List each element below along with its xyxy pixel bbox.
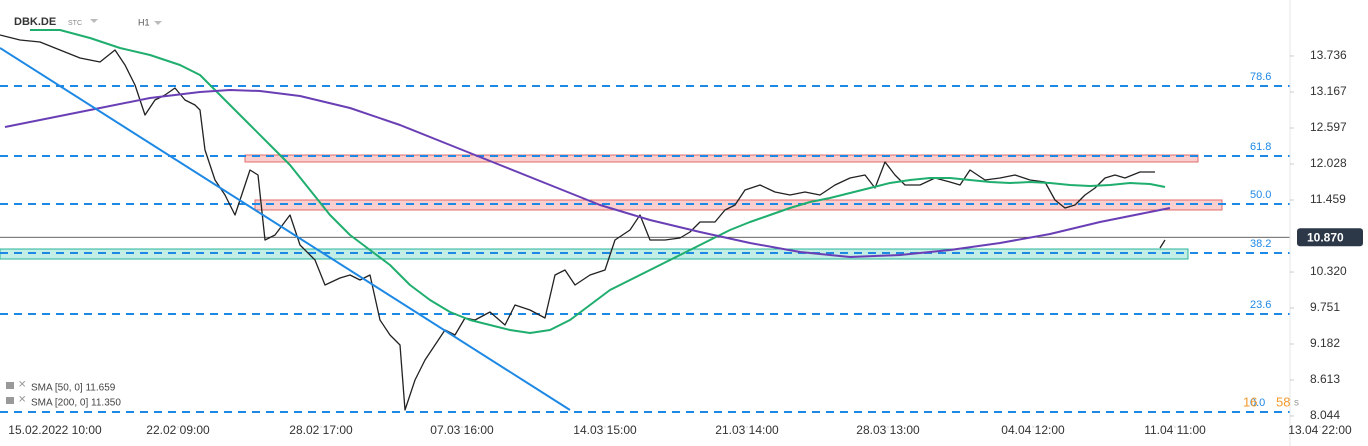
current-price-box [1297, 228, 1363, 247]
legend-entry: SMA [200, 0] 11.350 [31, 398, 121, 409]
timer-minutes: 16 [1243, 394, 1257, 409]
zone [254, 199, 1223, 211]
zone [0, 248, 1189, 260]
plot-area: 78.6 61.8 50.0 38.2 23.6 0.0 [0, 29, 1290, 413]
y-tick-label: 13.736 [1310, 48, 1347, 62]
fib-label: 0.0 [1250, 397, 1265, 409]
dropdown-caret[interactable] [90, 19, 98, 23]
y-tick-label: 8.613 [1310, 372, 1340, 386]
x-tick-label: 07.03 16:00 [430, 423, 494, 437]
timer: 16 58 s [1243, 394, 1299, 409]
fib-label: 50.0 [1250, 189, 1271, 201]
y-tick-label: 8.044 [1310, 408, 1340, 422]
legend-close[interactable]: ✕ [18, 395, 26, 406]
x-tick-label: 28.03 13:00 [856, 423, 920, 437]
dropdown-caret[interactable] [154, 21, 162, 25]
y-tick-label: 13.167 [1310, 84, 1347, 98]
x-tick-label: 11.04 11:00 [1144, 423, 1206, 437]
fib-label: 78.6 [1250, 71, 1271, 83]
legend-close[interactable]: ✕ [18, 380, 26, 391]
x-tick-label: 13.04 22:00 [1288, 423, 1352, 437]
sma-line [4, 89, 1171, 258]
y-tick-label: 12.028 [1310, 156, 1347, 170]
x-tick-label: 14.03 15:00 [573, 423, 637, 437]
x-tick-label: 15.02.2022 10:00 [8, 423, 102, 437]
current-price-label: 10.870 [1307, 230, 1344, 244]
y-tick-label: 12.597 [1310, 120, 1347, 134]
trend-line [0, 47, 571, 411]
legend-entry: SMA [50, 0] 11.659 [31, 383, 116, 394]
timer-seconds: 58 [1276, 394, 1290, 409]
legend: ✕ SMA [50, 0] 11.659 ✕ SMA [200, 0] 11.3… [6, 380, 121, 409]
legend-icon[interactable] [6, 382, 14, 389]
legend-icon[interactable] [6, 397, 14, 404]
y-tick-label: 10.320 [1310, 264, 1347, 278]
fib-label: 61.8 [1250, 141, 1271, 153]
fib-label: 23.6 [1250, 299, 1271, 311]
y-tick-label: 9.182 [1310, 336, 1340, 350]
x-tick-label: 21.03 14:00 [715, 423, 779, 437]
x-tick-label: 22.02 09:00 [146, 423, 210, 437]
y-tick-label: 11.459 [1310, 192, 1346, 206]
market: STC [68, 20, 82, 27]
x-tick-label: 04.04 12:00 [1001, 423, 1065, 437]
symbol: DBK.DE [14, 16, 56, 28]
fib-label: 38.2 [1250, 238, 1271, 250]
y-tick-label: 9.751 [1310, 300, 1340, 314]
interval[interactable]: H1 [138, 17, 150, 27]
timer-unit: s [1294, 398, 1299, 409]
x-tick-label: 28.02 17:00 [289, 423, 353, 437]
price-line [0, 34, 1166, 411]
sma-line [30, 29, 1166, 334]
